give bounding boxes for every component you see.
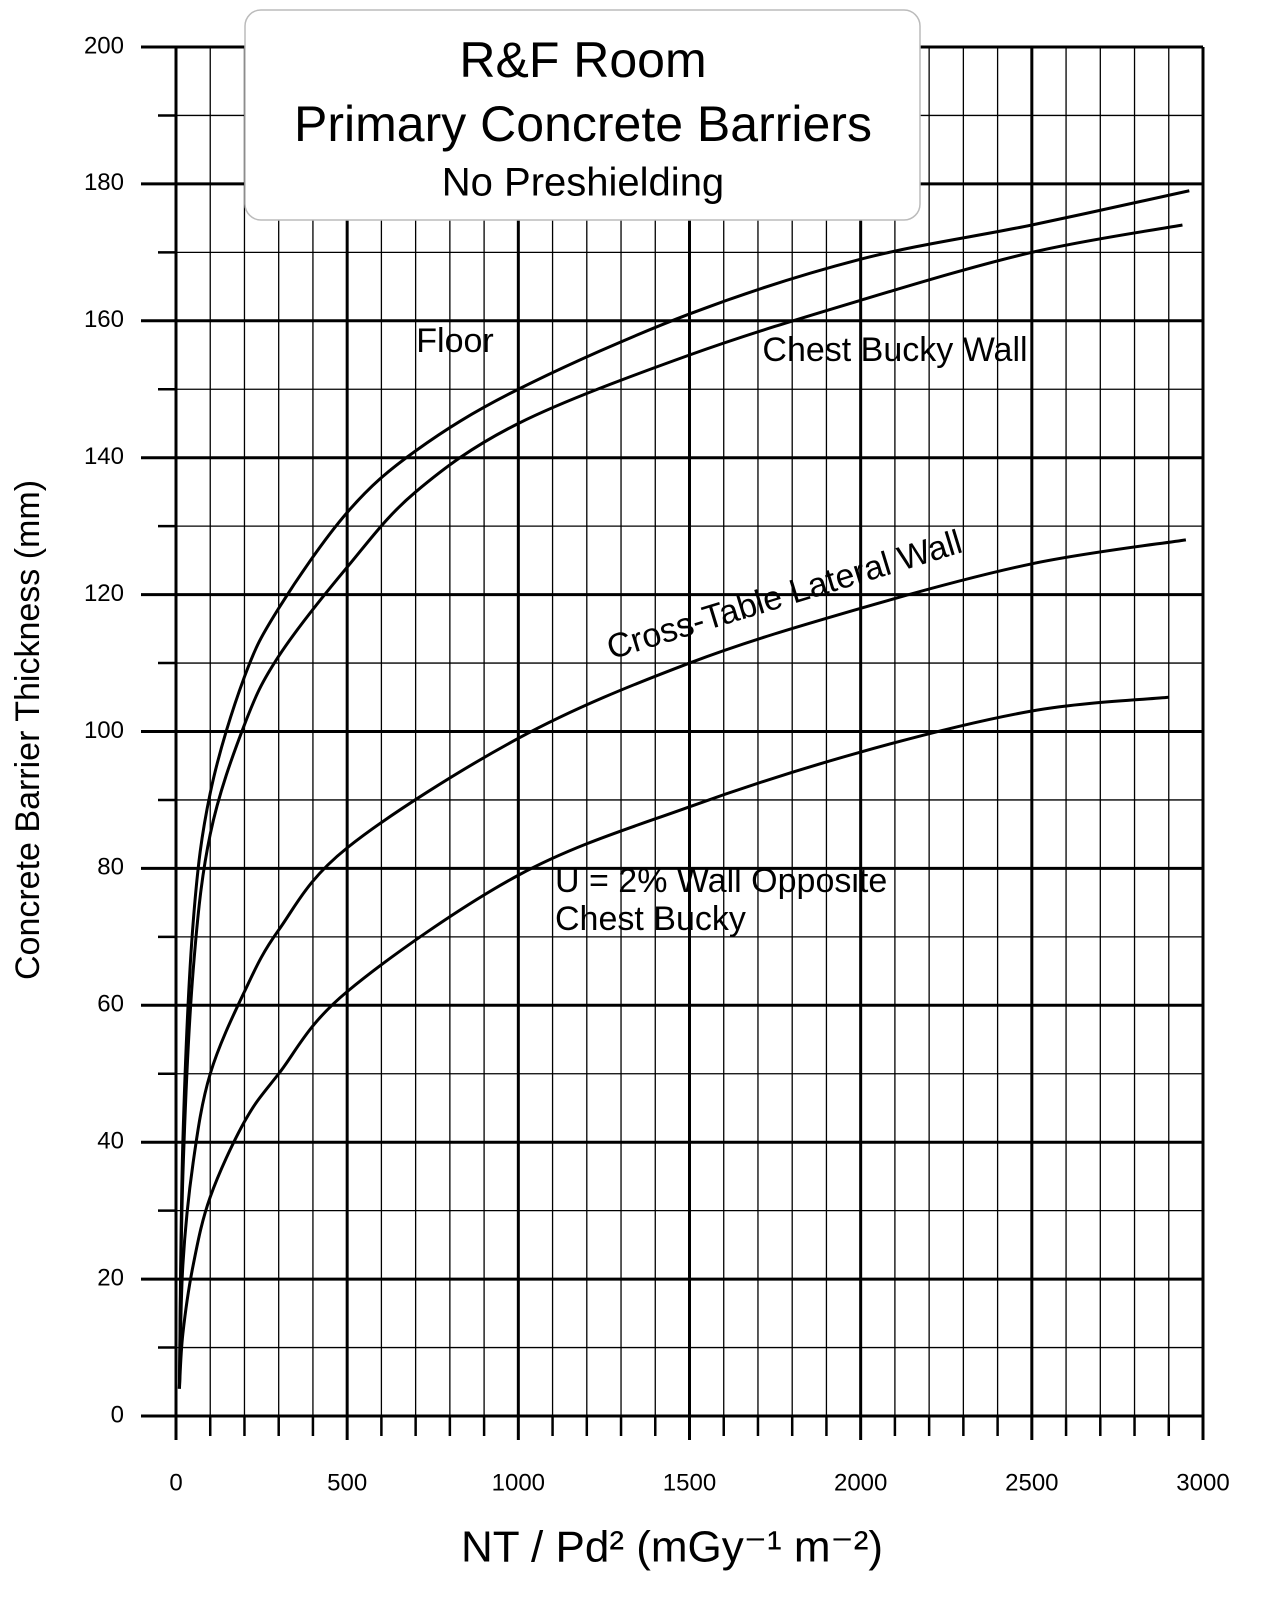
y-axis-label: Concrete Barrier Thickness (mm) — [9, 480, 47, 980]
curve — [177, 223, 1183, 1389]
curve — [177, 538, 1187, 1389]
y-tick-label: 160 — [84, 306, 124, 333]
x-tick-label: 2500 — [1005, 1469, 1058, 1496]
y-tick-label: 60 — [97, 991, 124, 1018]
curve-label: U = 2% Wall Opposite Chest Bucky — [555, 862, 888, 938]
curve-label: Floor — [416, 322, 493, 360]
curve-label: Chest Bucky Wall — [762, 331, 1027, 369]
chart-title: No Preshielding — [442, 161, 724, 205]
x-tick-label: 0 — [169, 1469, 182, 1496]
x-tick-label: 500 — [327, 1469, 367, 1496]
y-tick-label: 40 — [97, 1128, 124, 1155]
y-tick-label: 100 — [84, 717, 124, 744]
curve-label-box: U = 2% Wall Opposite Chest Bucky — [555, 862, 888, 938]
y-tick-label: 80 — [97, 854, 124, 881]
title-box — [244, 9, 921, 221]
curve — [177, 695, 1169, 1389]
y-tick-label: 120 — [84, 580, 124, 607]
chart-title: Primary Concrete Barriers — [294, 96, 872, 152]
y-tick-label: 140 — [84, 443, 124, 470]
curve — [177, 189, 1190, 1389]
y-tick-label: 0 — [111, 1401, 124, 1428]
y-tick-label: 180 — [84, 169, 124, 196]
x-axis-label: NT / Pd² (mGy⁻¹ m⁻²) — [461, 1523, 883, 1572]
y-tick-label: 200 — [84, 32, 124, 59]
chart-title: R&F Room — [459, 32, 706, 88]
x-tick-label: 3000 — [1176, 1469, 1229, 1496]
y-tick-label: 20 — [97, 1264, 124, 1291]
x-tick-label: 1500 — [663, 1469, 716, 1496]
x-tick-label: 2000 — [834, 1469, 887, 1496]
x-tick-label: 1000 — [492, 1469, 545, 1496]
